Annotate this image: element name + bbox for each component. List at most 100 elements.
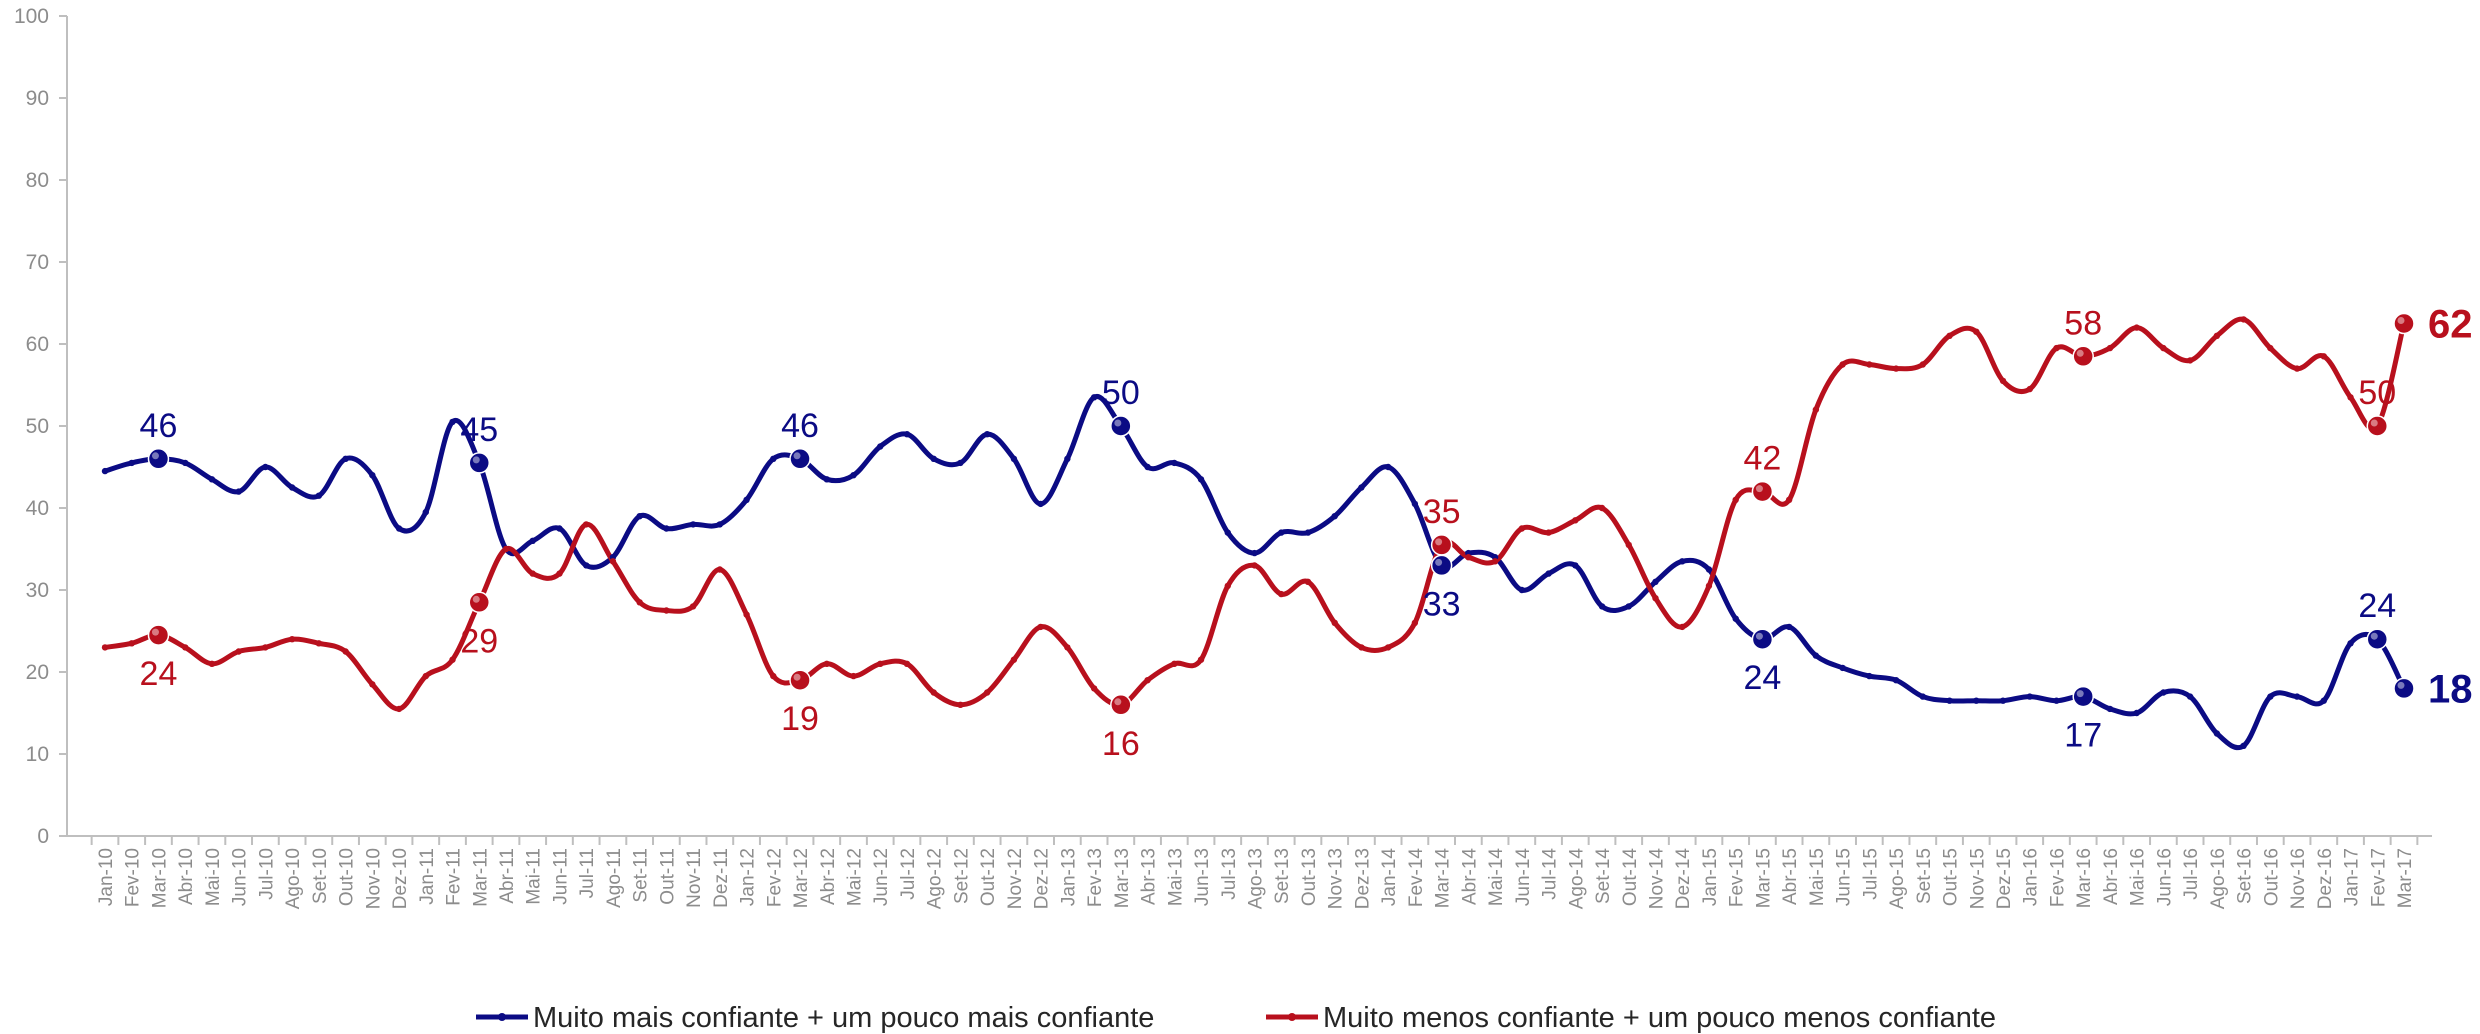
highlight-marker — [2393, 312, 2415, 335]
x-tick-label: Jun-10 — [230, 848, 251, 906]
data-point — [395, 705, 403, 713]
data-point — [2240, 742, 2247, 749]
data-point — [449, 418, 456, 426]
x-tick-label: Mar-16 — [2074, 848, 2095, 908]
x-tick-label: Jun-13 — [1192, 848, 1213, 906]
marker-shine — [2370, 632, 2378, 640]
x-tick-label: Jul-10 — [256, 848, 277, 900]
data-point — [101, 467, 109, 475]
data-point — [743, 611, 750, 618]
x-tick-label: Ago-14 — [1566, 848, 1587, 910]
data-label: 33 — [1423, 585, 1461, 623]
x-tick-label: Mai-14 — [1486, 848, 1507, 907]
data-point — [262, 644, 269, 651]
x-tick-label: Mar-12 — [791, 848, 812, 908]
data-label: 24 — [1744, 659, 1782, 697]
highlight-marker — [147, 448, 170, 470]
highlight-marker — [468, 591, 491, 614]
data-point — [208, 660, 216, 667]
highlight-marker — [1751, 480, 1774, 503]
data-point — [1064, 455, 1071, 462]
x-tick-label: Fev-12 — [764, 848, 785, 907]
data-point — [1919, 693, 1927, 700]
data-label: 24 — [140, 655, 178, 693]
y-tick-label: 100 — [14, 5, 49, 28]
data-label: 46 — [140, 407, 178, 445]
data-point — [181, 459, 189, 467]
x-tick-label: Jan-10 — [96, 848, 117, 906]
data-point — [2320, 697, 2328, 704]
x-tick-label: Set-11 — [631, 848, 652, 903]
x-tick-label: Dez-14 — [1673, 848, 1694, 910]
data-point — [422, 672, 429, 680]
marker-shine — [151, 628, 159, 636]
data-point — [556, 525, 563, 532]
data-point — [2133, 324, 2140, 331]
data-point — [2160, 344, 2167, 352]
data-point — [2347, 394, 2354, 401]
data-point — [1224, 529, 1231, 536]
x-tick-label: Jun-12 — [871, 848, 892, 906]
data-point — [1090, 685, 1098, 692]
y-tick-label: 50 — [26, 415, 49, 438]
data-point — [1144, 677, 1151, 684]
x-tick-label: Mai-12 — [845, 848, 866, 906]
data-point — [1785, 623, 1793, 631]
data-label: 45 — [460, 411, 498, 449]
x-tick-label: Jun-16 — [2154, 848, 2175, 906]
data-point — [2186, 693, 2194, 700]
data-point — [1839, 361, 1846, 368]
data-point — [1384, 463, 1392, 471]
data-point — [823, 660, 830, 667]
x-tick-label: Abr-10 — [176, 848, 197, 905]
x-tick-label: Jan-13 — [1058, 848, 1079, 906]
data-point — [1572, 517, 1579, 524]
y-tick-label: 70 — [26, 251, 49, 274]
x-tick-label: Ago-12 — [925, 848, 946, 909]
data-point — [1572, 562, 1579, 569]
data-point — [1064, 644, 1071, 651]
data-point — [1331, 619, 1338, 626]
data-point — [1197, 476, 1205, 483]
data-point — [1839, 664, 1846, 672]
data-label: 29 — [460, 622, 498, 660]
data-point — [1278, 529, 1285, 536]
data-point — [770, 672, 777, 680]
data-point — [1224, 582, 1231, 590]
data-point — [850, 672, 857, 680]
data-point — [1625, 541, 1632, 549]
x-tick-label: Jul-14 — [1540, 848, 1561, 900]
data-point — [1973, 328, 1980, 335]
x-tick-label: Abr-13 — [1139, 848, 1160, 905]
x-tick-label: Jul-16 — [2181, 848, 2202, 900]
data-point — [208, 476, 216, 483]
data-point — [2213, 332, 2221, 339]
x-tick-label: Fev-14 — [1406, 848, 1427, 908]
series-line-1 — [102, 394, 2407, 751]
x-tick-label: Set-14 — [1593, 848, 1614, 904]
data-point — [1732, 496, 1739, 503]
data-label: 58 — [2064, 304, 2102, 342]
x-tick-label: Set-13 — [1272, 848, 1293, 904]
x-tick-label: Jan-16 — [2021, 848, 2042, 906]
data-label: 17 — [2064, 717, 2102, 755]
tick-labels: 0 10 20 30 40 50 60 70 80 90 100 Jan-10 Fev-10 Mar-10… — [14, 5, 2416, 909]
x-tick-label: Jul-12 — [898, 848, 919, 900]
data-point — [235, 648, 242, 655]
data-point — [1304, 578, 1312, 585]
x-tick-label: Jan-14 — [1379, 848, 1400, 907]
data-point — [1037, 500, 1044, 508]
highlight-marker — [789, 669, 811, 691]
data-point — [1892, 365, 1900, 372]
data-point — [1545, 570, 1552, 577]
data-point — [1491, 558, 1499, 565]
data-point — [369, 472, 376, 479]
x-tick-label: Abr-14 — [1459, 848, 1480, 905]
x-tick-label: Jan-11 — [417, 848, 438, 905]
data-point — [128, 640, 135, 647]
x-tick-label: Jul-15 — [1860, 848, 1881, 900]
marker-shine — [793, 673, 801, 681]
data-point — [1946, 332, 1953, 339]
x-tick-label: Set-12 — [951, 848, 972, 904]
x-tick-label: Out-15 — [1941, 848, 1962, 906]
